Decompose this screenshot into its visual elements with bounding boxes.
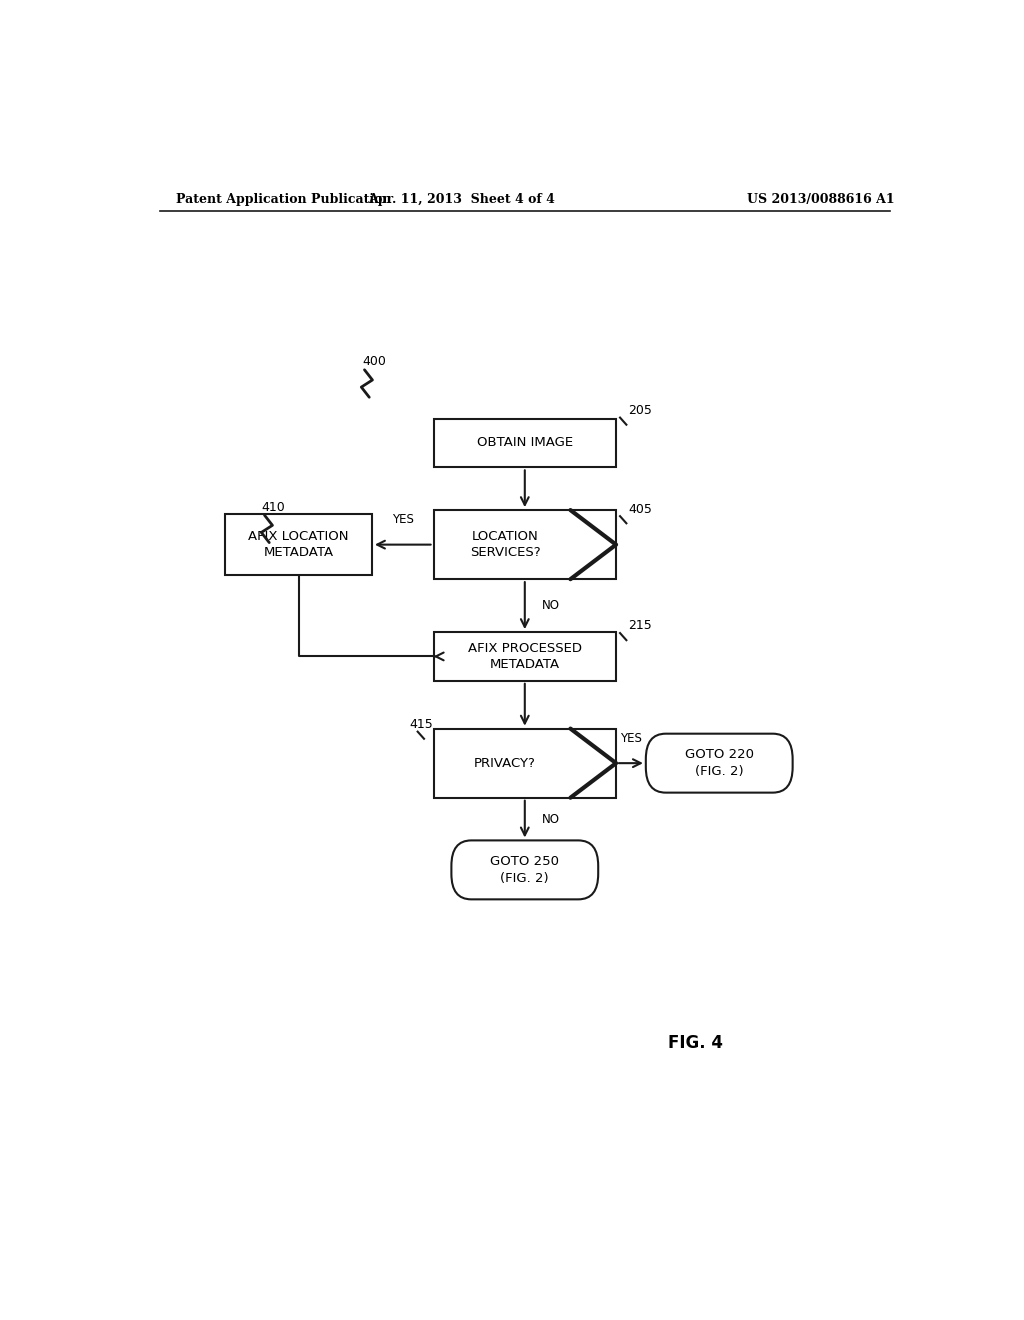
Text: YES: YES (620, 731, 642, 744)
Text: 410: 410 (261, 500, 285, 513)
FancyBboxPatch shape (646, 734, 793, 792)
Text: NO: NO (543, 599, 560, 612)
FancyBboxPatch shape (433, 510, 616, 579)
Text: AFIX PROCESSED
METADATA: AFIX PROCESSED METADATA (468, 642, 582, 671)
Text: OBTAIN IMAGE: OBTAIN IMAGE (477, 437, 572, 450)
Text: NO: NO (543, 813, 560, 825)
Text: YES: YES (392, 513, 414, 527)
Text: 215: 215 (628, 619, 651, 632)
FancyBboxPatch shape (225, 515, 372, 576)
Text: LOCATION
SERVICES?: LOCATION SERVICES? (470, 529, 541, 560)
Text: AFIX LOCATION
METADATA: AFIX LOCATION METADATA (249, 529, 349, 560)
Text: 205: 205 (628, 404, 652, 417)
Text: 405: 405 (628, 503, 652, 516)
Text: PRIVACY?: PRIVACY? (474, 756, 536, 770)
Text: FIG. 4: FIG. 4 (668, 1034, 723, 1052)
Text: 400: 400 (362, 355, 386, 368)
FancyBboxPatch shape (433, 632, 616, 681)
Text: GOTO 220
(FIG. 2): GOTO 220 (FIG. 2) (685, 748, 754, 777)
FancyBboxPatch shape (452, 841, 598, 899)
Text: Patent Application Publication: Patent Application Publication (176, 193, 391, 206)
Text: 415: 415 (410, 718, 433, 731)
FancyBboxPatch shape (433, 729, 616, 797)
Text: GOTO 250
(FIG. 2): GOTO 250 (FIG. 2) (490, 855, 559, 884)
Text: US 2013/0088616 A1: US 2013/0088616 A1 (748, 193, 895, 206)
FancyBboxPatch shape (433, 418, 616, 467)
Text: Apr. 11, 2013  Sheet 4 of 4: Apr. 11, 2013 Sheet 4 of 4 (368, 193, 555, 206)
